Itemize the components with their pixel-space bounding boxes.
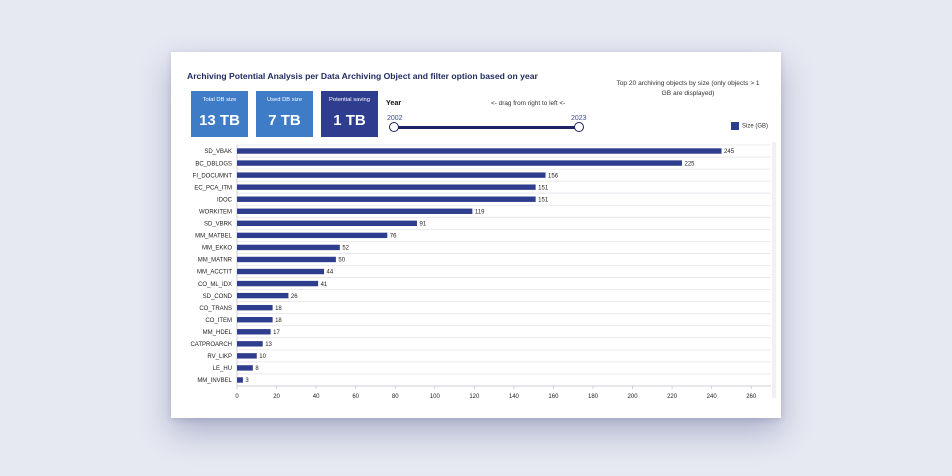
legend-swatch [731, 122, 739, 130]
bar-value-label: 44 [327, 270, 334, 276]
bar-value-label: 91 [419, 222, 426, 228]
report-title: Archiving Potential Analysis per Data Ar… [187, 71, 538, 81]
bar [237, 256, 336, 263]
category-label: MM_INVBEL [197, 378, 232, 384]
bar [237, 184, 536, 190]
bar [237, 304, 273, 311]
kpi-potential-saving: Potential saving 1 TB [321, 91, 378, 137]
kpi-label: Potential saving [329, 97, 370, 103]
x-tick-label: 220 [667, 394, 678, 400]
year-min-label: 2002 [387, 115, 403, 122]
bar [237, 160, 682, 166]
bar-value-label: 3 [245, 378, 249, 384]
x-tick-label: 80 [392, 394, 399, 400]
kpi-used-db-size: Used DB size 7 TB [256, 91, 313, 137]
chart-scrollbar[interactable] [772, 142, 776, 398]
bar [237, 353, 257, 359]
category-label: MM_MATBEL [195, 234, 233, 240]
x-tick-label: 180 [588, 394, 599, 400]
bar-value-label: 18 [275, 318, 282, 324]
bar-value-label: 10 [259, 354, 266, 360]
x-tick-label: 140 [509, 394, 520, 400]
bar-value-label: 50 [338, 258, 345, 264]
category-label: EC_PCA_ITM [194, 185, 232, 191]
category-label: IDOC [217, 197, 233, 203]
bar [237, 172, 546, 178]
bar-value-label: 41 [321, 282, 328, 288]
kpi-label: Used DB size [266, 97, 303, 103]
x-tick-label: 120 [469, 394, 480, 400]
bar-value-label: 245 [724, 149, 735, 155]
legend-label: Size (GB) [742, 123, 769, 130]
category-label: CATPROARCH [190, 342, 232, 348]
bar-value-label: 17 [273, 330, 280, 336]
bar-value-label: 151 [538, 185, 549, 191]
year-filter-label: Year [386, 98, 402, 107]
bar-value-label: 151 [538, 197, 549, 203]
bar-value-label: 76 [390, 234, 397, 240]
kpi-value: 13 TB [199, 112, 240, 129]
report-card: Archiving Potential Analysis per Data Ar… [171, 52, 781, 418]
category-label: SD_VBAK [204, 149, 232, 155]
kpi-value: 1 TB [333, 112, 366, 129]
bar-chart: 245 SD_VBAK 225 BC_DBLOGS 156 FI_DOCUMNT 151 EC… [190, 144, 771, 400]
category-label: BC_DBLOGS [195, 161, 232, 167]
x-tick-label: 240 [707, 394, 718, 400]
category-label: RV_LIKP [207, 354, 232, 360]
x-tick-label: 260 [746, 394, 757, 400]
bar-value-label: 13 [265, 342, 272, 348]
bar [237, 148, 722, 154]
x-tick-label: 160 [548, 394, 559, 400]
category-label: WORKITEM [199, 209, 232, 215]
bar [237, 377, 243, 383]
category-label: CO_ML_IDX [198, 282, 232, 288]
bar [237, 280, 319, 287]
category-label: MM_ACCTIT [197, 270, 232, 276]
bar [237, 268, 325, 275]
bar-value-label: 225 [685, 161, 696, 167]
bar [237, 232, 388, 239]
bar-value-label: 18 [275, 306, 282, 312]
year-slider-start-handle[interactable] [389, 122, 399, 132]
category-label: MM_MATNR [198, 258, 233, 264]
category-label: CO_TRANS [199, 306, 232, 312]
category-label: LE_HU [213, 366, 232, 372]
x-tick-label: 60 [352, 394, 359, 400]
category-label: FI_DOCUMNT [193, 173, 233, 179]
kpi-total-db-size: Total DB size 13 TB [191, 91, 248, 137]
bar [237, 365, 253, 371]
bar-value-label: 156 [548, 173, 559, 179]
category-label: SD_VBRK [204, 222, 232, 228]
bar [237, 317, 273, 323]
bar-value-label: 119 [475, 209, 485, 215]
bar [237, 292, 289, 299]
kpi-label: Total DB size [202, 97, 237, 103]
category-label: CO_ITEM [205, 318, 232, 324]
year-max-label: 2023 [571, 115, 587, 122]
x-tick-label: 200 [628, 394, 639, 400]
bar [237, 341, 263, 347]
chart-note: Top 20 archiving objects by size (only o… [616, 80, 760, 97]
bar-value-label: 52 [342, 246, 349, 252]
bar [237, 244, 340, 251]
bar [237, 329, 271, 335]
bar-value-label: 26 [291, 294, 298, 300]
x-tick-label: 100 [430, 394, 441, 400]
category-label: MM_EKKO [202, 246, 232, 252]
kpi-value: 7 TB [268, 112, 301, 129]
x-tick-label: 0 [235, 394, 239, 400]
bar-value-label: 8 [255, 366, 259, 372]
year-range-slider[interactable] [394, 126, 579, 129]
chart-legend: Size (GB) [731, 122, 768, 130]
category-label: MM_HDEL [203, 330, 233, 336]
year-slider-end-handle[interactable] [574, 122, 584, 132]
x-tick-label: 20 [273, 394, 280, 400]
category-label: SD_COND [203, 294, 233, 300]
bar [237, 220, 417, 227]
bar [237, 196, 536, 202]
bar [237, 208, 473, 214]
x-tick-label: 40 [313, 394, 320, 400]
drag-hint: <- drag from right to left <- [491, 100, 566, 107]
